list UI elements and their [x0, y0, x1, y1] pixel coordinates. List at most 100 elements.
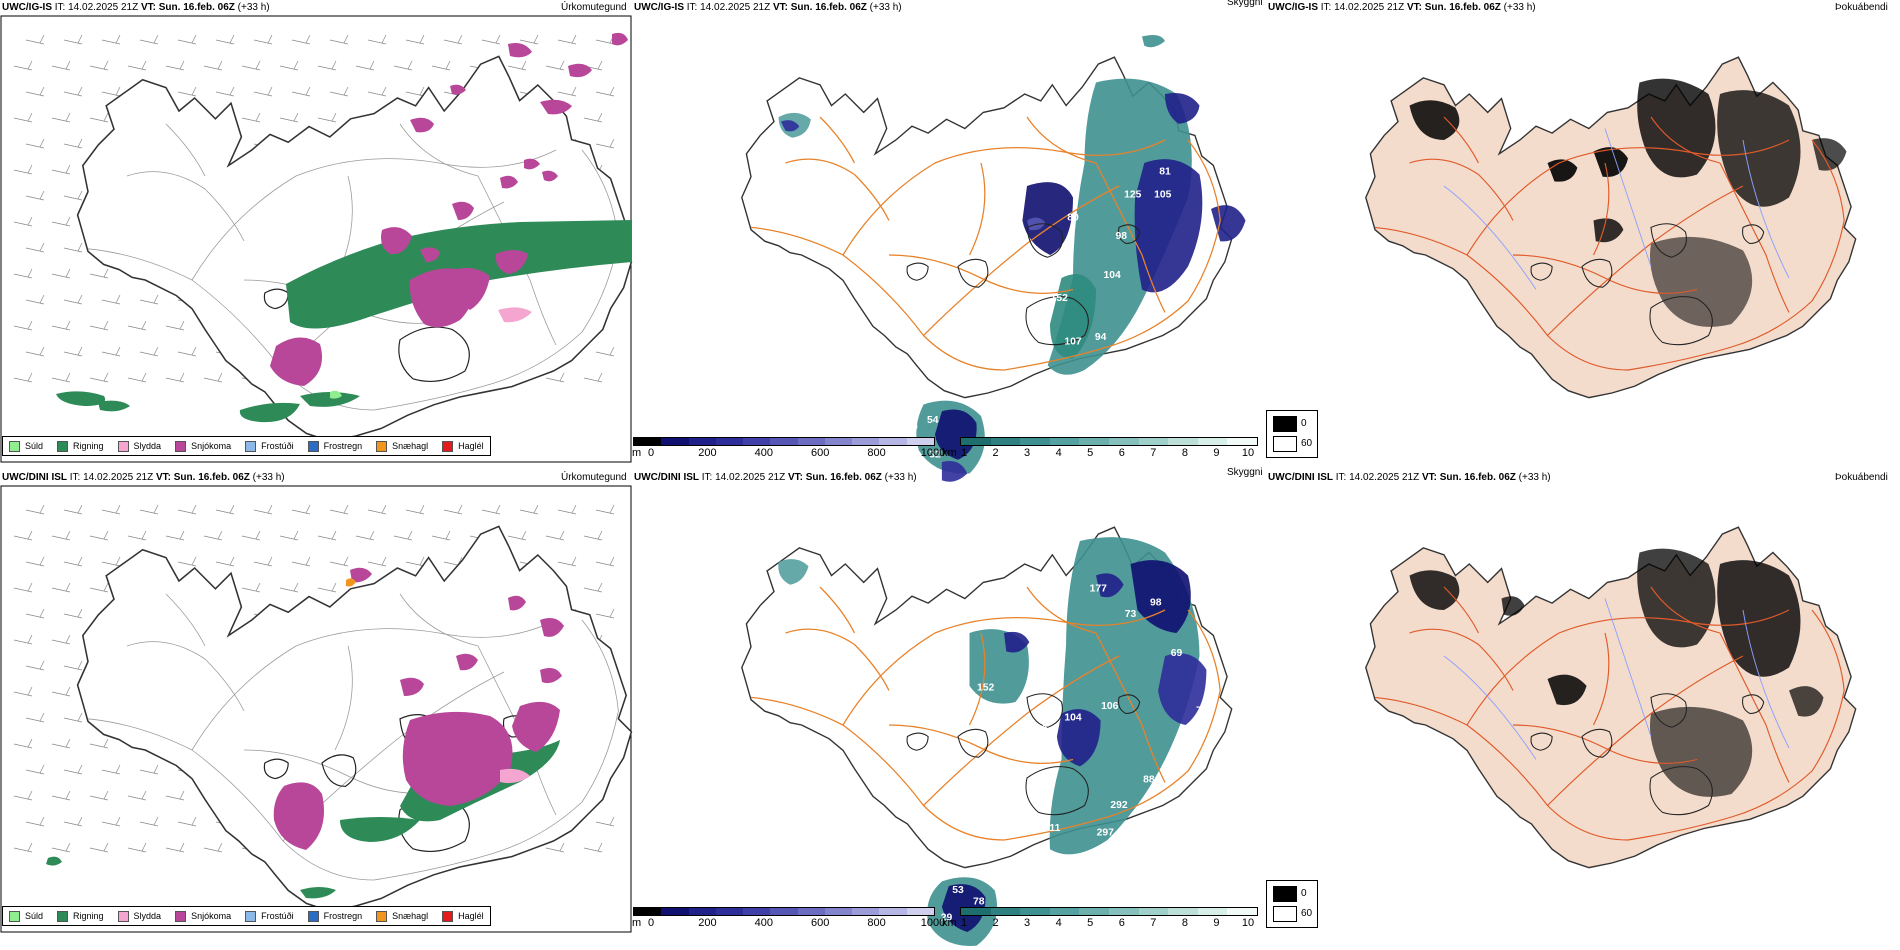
iceland-fog-map [1365, 526, 1857, 869]
road [1650, 586, 1721, 634]
road [477, 175, 557, 346]
fog-legend-white-label: 60 [1301, 908, 1313, 919]
colorbar-tick: 9 [1213, 447, 1220, 459]
wind-barb [51, 268, 71, 279]
colorbar-step [1108, 438, 1139, 445]
wind-barb [519, 34, 539, 45]
panel-header: UWC/DINI ISL IT: 14.02.2025 21Z VT: Sun.… [634, 472, 917, 483]
model-name: UWC/DINI ISL [2, 472, 67, 483]
visibility-value-label: 152 [977, 683, 995, 694]
colorbar-tick: 0 [647, 917, 655, 929]
colorbar-step [1020, 438, 1050, 445]
wind-barb [51, 582, 71, 593]
precip-legend-item: Slydda [117, 440, 161, 452]
precip-area [381, 227, 412, 255]
colorbar-step [1168, 438, 1198, 445]
wind-barb [367, 556, 387, 567]
fog-panel: UWC/IG-IS IT: 14.02.2025 21Z VT: Sun. 16… [1266, 0, 1900, 462]
visibility-km-unit: km [942, 447, 957, 459]
precip-map [0, 15, 633, 463]
road [1443, 116, 1480, 164]
precip-legend-item: Rigning [57, 910, 104, 922]
precip-area [498, 307, 532, 323]
vt-value: Sun. 16.feb. 06Z [1424, 2, 1501, 13]
precip-area [542, 170, 558, 182]
fog-area [1547, 674, 1587, 706]
colorbar-tick: 600 [811, 447, 830, 459]
visibility-area [1130, 560, 1191, 633]
visibility-area [1158, 653, 1207, 725]
visibility-area [935, 409, 977, 460]
wind-barb [583, 112, 603, 123]
forecast-row: UWC/IG-IS IT: 14.02.2025 21Z VT: Sun. 16… [0, 0, 1900, 482]
wind-barb [317, 112, 337, 123]
wind-barb [51, 320, 71, 331]
road [1374, 139, 1845, 371]
wind-barb [177, 556, 197, 567]
wind-barb [25, 190, 45, 201]
colorbar-tick: 9 [1213, 917, 1220, 929]
it-label: IT: [1320, 2, 1332, 13]
road [1512, 724, 1698, 764]
colorbar-step [824, 908, 853, 915]
precip-area [500, 175, 518, 189]
colorbar-tick: 200 [698, 917, 717, 929]
fog-legend-white-swatch [1273, 906, 1297, 922]
wind-barb [215, 504, 235, 515]
visibility-value-label: 69 [1171, 648, 1183, 659]
road [1512, 254, 1698, 294]
lead-time: (+33 h) [884, 472, 917, 483]
precip-legend-label: Frostregn [323, 441, 363, 451]
glacier-outline [1581, 728, 1613, 758]
visibility-area [1004, 631, 1030, 653]
colorbar-tick: 1000 [920, 447, 946, 459]
wind-barb [583, 842, 603, 853]
colorbar-step [1049, 908, 1080, 915]
glacier-outline [906, 262, 929, 281]
wind-barb [13, 60, 33, 71]
panel-header: UWC/DINI ISL IT: 14.02.2025 21Z VT: Sun.… [2, 472, 285, 483]
precip-legend-swatch [442, 910, 454, 922]
colorbar-step [961, 438, 991, 445]
precip-legend-swatch [307, 910, 319, 922]
precip-legend-label: Rigning [73, 911, 104, 921]
wind-barb [25, 608, 45, 619]
fog-legend-white-swatch [1273, 436, 1297, 452]
wind-barb [13, 738, 33, 749]
colorbar-tick: 2 [992, 917, 999, 929]
it-label: IT: [1335, 472, 1347, 483]
precip-type-panel: UWC/IG-IS IT: 14.02.2025 21Z VT: Sun. 16… [0, 0, 633, 463]
wind-barb [595, 608, 615, 619]
precip-legend-label: Haglél [458, 911, 484, 921]
fog-area [1409, 570, 1460, 610]
colorbar-tick: 800 [867, 917, 886, 929]
panel-header: UWC/IG-IS IT: 14.02.2025 21Z VT: Sun. 16… [1268, 2, 1536, 13]
colorbar-step [743, 908, 771, 915]
road [1650, 116, 1721, 164]
wind-barb [165, 842, 185, 853]
river [1604, 598, 1652, 737]
fog-area [1649, 236, 1753, 327]
wind-barb [165, 320, 185, 331]
wind-barb [165, 372, 185, 383]
wind-barb [291, 34, 311, 45]
iceland-visibility-map: 5329832287811113012210410673986988752922… [741, 526, 1233, 946]
road [888, 724, 1074, 764]
precip-area [540, 618, 564, 637]
wind-barb [545, 842, 565, 853]
colorbar-tick: 800 [867, 447, 886, 459]
road [1719, 162, 1790, 313]
precip-legend-swatch [117, 440, 129, 452]
fog-map [1365, 526, 1857, 869]
precip-legend-item: Súld [9, 910, 43, 922]
visibility-panel: UWC/IG-IS IT: 14.02.2025 21Z VT: Sun. 16… [632, 0, 1266, 482]
precip-legend-item: Súld [9, 440, 43, 452]
colorbar-tick: 10 [1241, 917, 1255, 929]
visibility-value-label: 98 [1116, 231, 1128, 242]
wind-barb [25, 346, 45, 357]
glacier-outline [1530, 732, 1553, 751]
wind-barb [241, 582, 261, 593]
wind-barb [89, 530, 109, 541]
